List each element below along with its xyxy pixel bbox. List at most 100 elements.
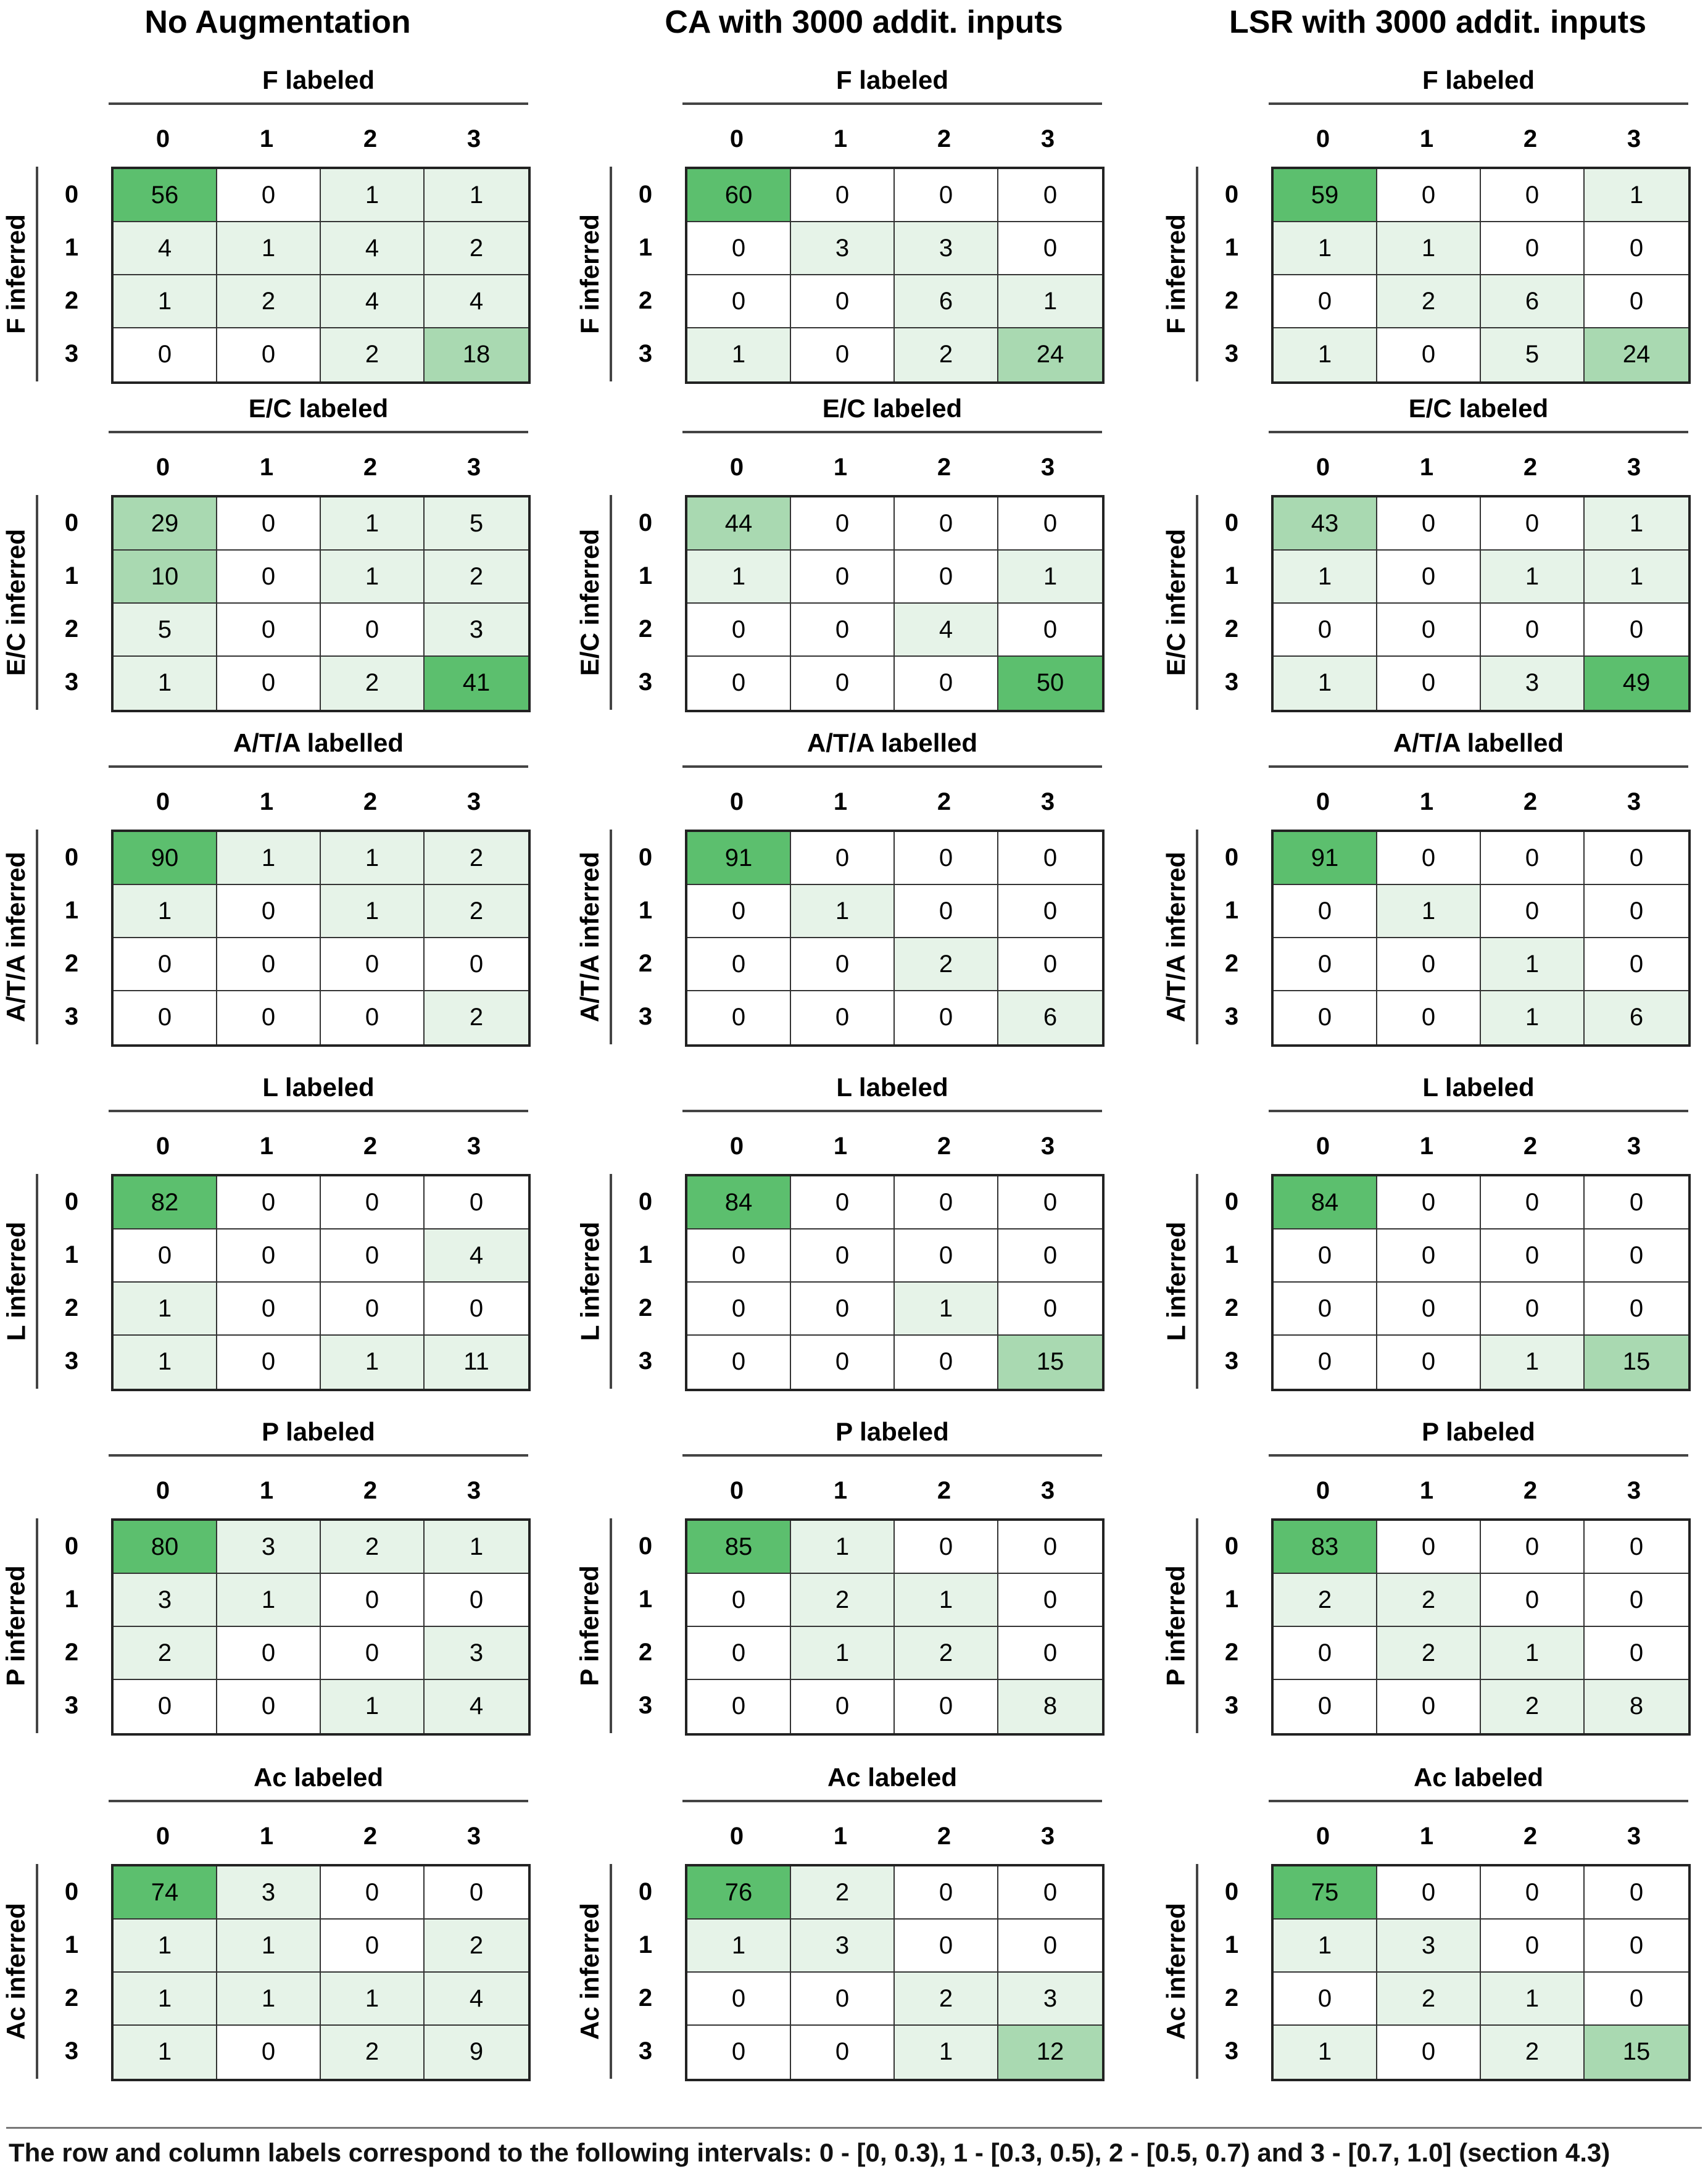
matrix-cell: 1 [1274, 222, 1377, 275]
matrix-cell: 84 [1274, 1176, 1377, 1229]
matrix-cell: 0 [114, 938, 217, 991]
matrix-cell: 0 [114, 1680, 217, 1733]
matrix-cell: 29 [114, 497, 217, 551]
matrix-cell: 1 [1481, 551, 1585, 604]
inferred-axis-title-text: A/T/A inferred [1, 851, 31, 1023]
matrix-cell: 0 [1585, 604, 1688, 657]
inferred-axis-title: L inferred [1160, 1174, 1192, 1389]
inferred-axis-rule [610, 830, 612, 1044]
row-tick-label: 2 [1224, 1294, 1239, 1321]
column-tick-label: 1 [1419, 1823, 1434, 1850]
inferred-axis-rule [610, 495, 612, 710]
column-tick-label: 1 [833, 1477, 848, 1504]
row-tick-label: 0 [638, 1533, 653, 1560]
row-tick-label: 0 [1224, 1533, 1239, 1560]
matrix-cell: 4 [321, 222, 425, 275]
matrix-cell: 10 [114, 551, 217, 604]
row-tick-label: 1 [638, 562, 653, 589]
matrix-cell: 2 [425, 551, 528, 604]
labeled-axis-rule [109, 1454, 528, 1457]
matrix-cell: 0 [998, 1229, 1102, 1283]
matrix-cell: 2 [1377, 1627, 1481, 1680]
matrix-cell: 5 [1481, 328, 1585, 381]
confusion-matrix: L labeled 0 1 2 3 L inferred 0 1 2 3 84 0 0 0 0 0 0 0 0 0 1 0… [574, 1069, 1129, 1402]
confusion-matrix: F labeled 0 1 2 3 F inferred 0 1 2 3 59 0 0 1 1 1 0 0 0 2 6 0… [1160, 62, 1708, 395]
matrix-cell: 0 [1377, 938, 1481, 991]
matrix-cell: 0 [1377, 832, 1481, 885]
matrix-cell: 11 [425, 1336, 528, 1389]
row-tick-label: 1 [64, 897, 79, 924]
labeled-axis-rule [682, 102, 1102, 105]
matrix-cell: 0 [895, 1866, 998, 1920]
matrix-cell: 91 [687, 832, 791, 885]
matrix-cell: 0 [1585, 938, 1688, 991]
matrix-cell: 0 [1377, 657, 1481, 710]
column-tick-label: 0 [1316, 125, 1330, 152]
matrix-cell: 1 [114, 275, 217, 328]
column-tick-label: 2 [1523, 1133, 1538, 1160]
matrix-cell: 0 [321, 991, 425, 1044]
matrix-cell: 50 [998, 657, 1102, 710]
matrix-cell: 3 [425, 1627, 528, 1680]
matrix-cell: 0 [687, 991, 791, 1044]
labeled-axis-title: Ac labeled [1413, 1763, 1544, 1792]
matrix-cell: 0 [1274, 1680, 1377, 1733]
matrix-cell: 0 [895, 657, 998, 710]
matrix-cell: 0 [895, 885, 998, 938]
matrix-cell: 1 [114, 1336, 217, 1389]
column-tick-label: 2 [363, 454, 378, 481]
column-tick-label: 3 [1627, 1477, 1641, 1504]
inferred-axis-rule [1196, 495, 1198, 710]
matrix-cell: 3 [1481, 657, 1585, 710]
matrix-cell: 0 [217, 991, 321, 1044]
matrix-cell: 2 [425, 1920, 528, 1973]
column-tick-label: 2 [1523, 1823, 1538, 1850]
column-tick-label: 1 [259, 454, 274, 481]
matrix-cell: 0 [1481, 497, 1585, 551]
matrix-cell: 0 [1585, 1574, 1688, 1627]
matrix-cell: 1 [321, 1336, 425, 1389]
matrix-cell: 0 [687, 1336, 791, 1389]
column-tick-label: 1 [1419, 454, 1434, 481]
matrix-cell: 0 [1585, 1283, 1688, 1336]
column-tick-label: 1 [1419, 1477, 1434, 1504]
matrix-cell: 0 [791, 2026, 895, 2079]
matrix-cell: 1 [217, 832, 321, 885]
inferred-axis-title-text: Ac inferred [1161, 1903, 1191, 2040]
inferred-axis-rule [610, 1518, 612, 1733]
matrix-cell: 4 [895, 604, 998, 657]
confusion-matrix: A/T/A labelled 0 1 2 3 A/T/A inferred 0 1 2 3 91 0 0… [574, 725, 1129, 1058]
matrix-cell: 83 [1274, 1521, 1377, 1574]
inferred-axis-rule [610, 1174, 612, 1389]
labeled-axis-rule [1269, 431, 1688, 433]
inferred-axis-rule [1196, 1864, 1198, 2079]
row-tick-label: 2 [64, 1639, 79, 1666]
matrix-cell: 1 [217, 222, 321, 275]
matrix-cell: 1 [998, 275, 1102, 328]
matrix-cell: 0 [998, 1283, 1102, 1336]
matrix-cell: 2 [425, 222, 528, 275]
confusion-matrix: E/C labeled 0 1 2 3 E/C inferred 0 1 2 3 44 0 0 0 1 0 0 1… [574, 390, 1129, 723]
matrix-cell: 0 [687, 1229, 791, 1283]
matrix-cell: 0 [217, 169, 321, 222]
column-tick-label: 1 [833, 125, 848, 152]
labeled-axis-title: F labeled [262, 65, 375, 94]
labeled-axis-rule [1269, 1110, 1688, 1112]
column-tick-label: 0 [729, 1133, 744, 1160]
matrix-cell: 0 [1481, 832, 1585, 885]
matrix-cell: 1 [1481, 938, 1585, 991]
column-tick-label: 1 [259, 125, 274, 152]
matrix-cell: 2 [1377, 1574, 1481, 1627]
row-tick-label: 0 [1224, 509, 1239, 536]
column-title-no-augmentation: No Augmentation [144, 4, 411, 40]
labeled-axis-title: L labeled [1422, 1073, 1535, 1102]
matrix-cell: 0 [895, 1521, 998, 1574]
matrix-cell: 2 [1377, 1973, 1481, 2026]
column-tick-label: 1 [833, 1823, 848, 1850]
matrix-cell: 0 [217, 1336, 321, 1389]
matrix-body: 84 0 0 0 0 0 0 0 0 0 1 0 0 0 0 15 [685, 1174, 1105, 1391]
matrix-cell: 0 [1274, 1973, 1377, 2026]
matrix-cell: 0 [217, 1283, 321, 1336]
matrix-cell: 1 [321, 497, 425, 551]
column-tick-label: 1 [1419, 788, 1434, 815]
